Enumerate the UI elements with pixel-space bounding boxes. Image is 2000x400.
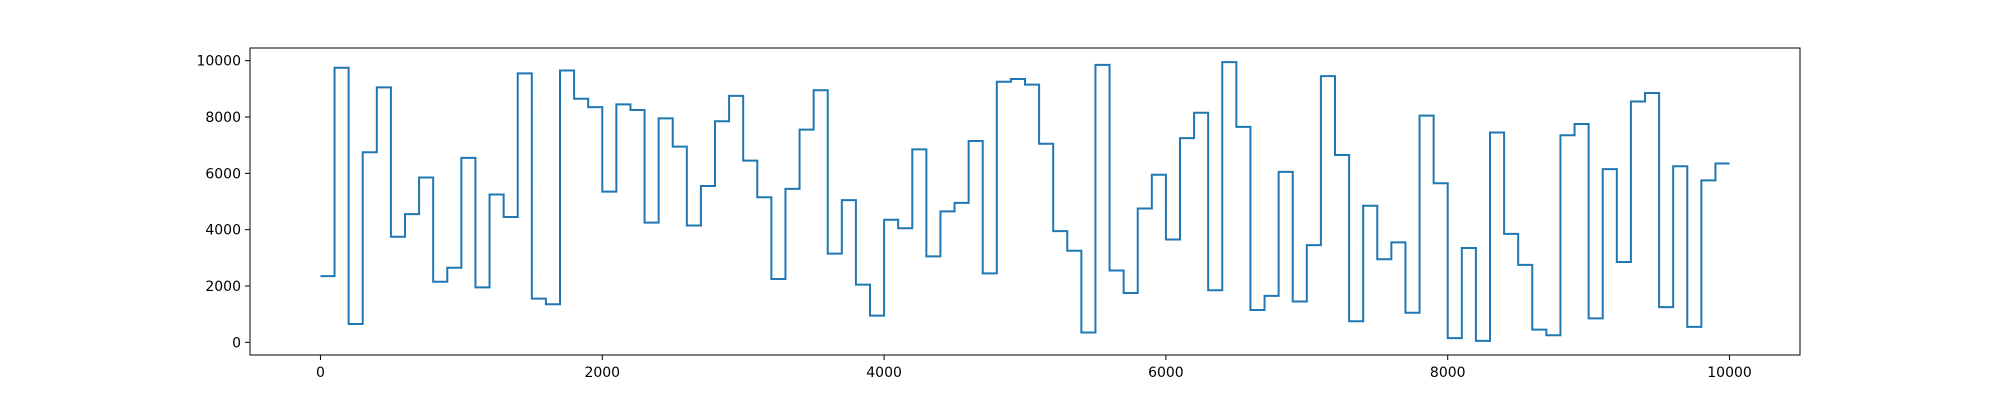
plot-area: [249, 47, 1801, 356]
x-axis: 0 2000 4000 6000 8000 10000: [316, 355, 1752, 381]
x-tick-label: 10000: [1707, 365, 1752, 381]
y-tick-label: 4000: [205, 223, 241, 239]
x-tick-label: 2000: [584, 365, 620, 381]
series-line: [320, 61, 1730, 342]
y-tick-label: 2000: [205, 279, 241, 295]
x-tick-label: 8000: [1430, 365, 1466, 381]
y-tick-label: 0: [232, 335, 241, 351]
x-tick-label: 6000: [1148, 365, 1184, 381]
y-axis: 0 2000 4000 6000 8000 10000: [196, 54, 250, 351]
axes-frame: [249, 47, 1801, 356]
y-tick-label: 6000: [205, 166, 241, 182]
x-tick-label: 0: [316, 365, 325, 381]
x-tick-label: 4000: [866, 365, 902, 381]
y-tick-label: 8000: [205, 110, 241, 126]
y-tick-label: 10000: [196, 54, 241, 70]
